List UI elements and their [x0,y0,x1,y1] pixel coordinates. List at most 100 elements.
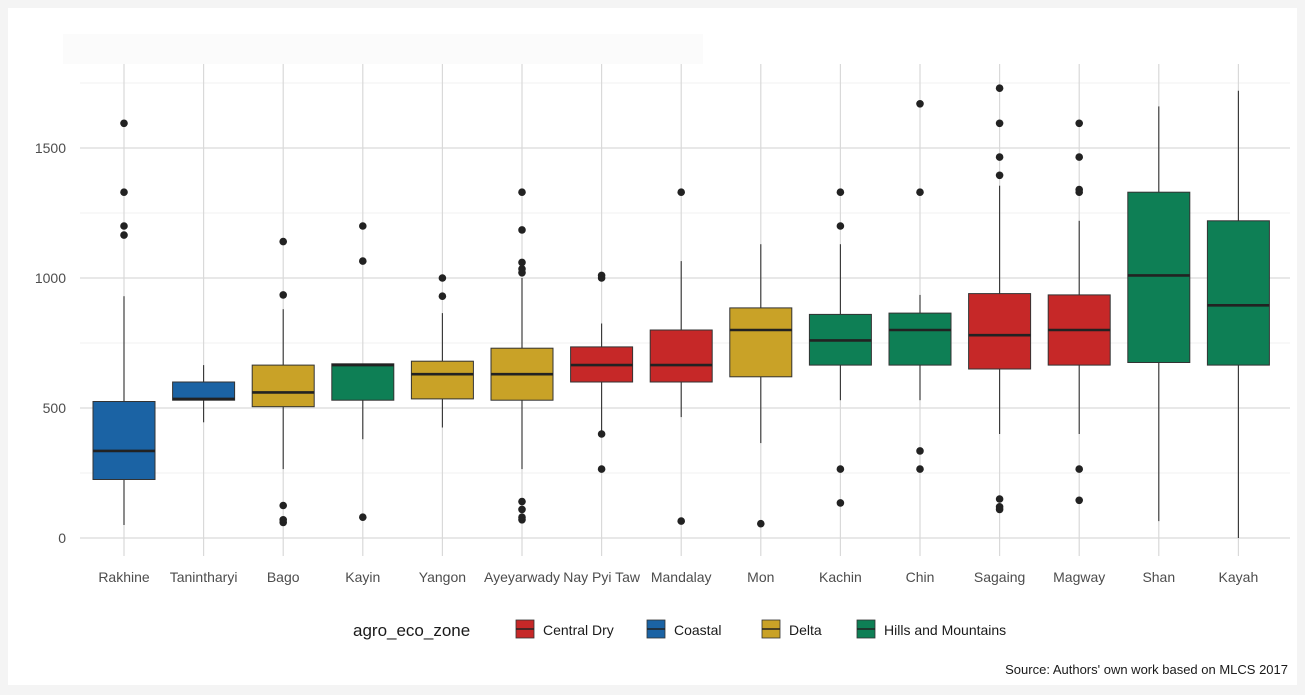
y-tick-label: 1500 [35,140,66,156]
box-shan [1127,106,1191,522]
chart-panel: 0 500 1000 1500 Rakhine Tanintharyi Bago Kayin… [8,8,1297,685]
outlier-point [120,188,128,196]
outlier-point [518,226,526,234]
x-tick-label: Chin [906,569,935,585]
outlier-point [518,258,526,267]
box-iqr [649,329,713,383]
box-mon [729,244,793,528]
legend-label: Central Dry [543,622,614,638]
box-iqr [410,360,474,400]
box-iqr [1127,191,1191,363]
legend-label: Hills and Mountains [884,622,1006,638]
x-tick-label: Tanintharyi [170,569,238,585]
boxes [92,84,1270,538]
box-iqr [172,381,236,401]
x-tick-label: Magway [1053,569,1105,585]
outlier-point [597,271,606,280]
x-tick-label: Yangon [419,569,466,585]
outlier-point [597,430,606,438]
outlier-point [518,497,526,506]
box-ayeyarwady [490,188,554,524]
box-yangon [410,274,474,428]
box-iqr [331,363,395,401]
x-tick-label: Shan [1142,569,1175,585]
outlier-point [836,222,845,230]
outlier-point [916,465,924,473]
x-tick-label: Bago [267,569,300,585]
outlier-point [120,222,128,230]
outlier-point [438,292,447,301]
outlier-point [279,516,288,524]
legend-label: Delta [789,622,822,638]
box-iqr [729,307,793,378]
box-iqr [968,293,1032,370]
outlier-point [995,84,1004,92]
box-sagaing [968,84,1032,514]
outlier-point [1075,185,1083,194]
outlier-point [518,188,526,196]
box-iqr [251,364,315,408]
outlier-point [916,447,924,455]
box-chin [888,100,952,473]
outlier-point [677,517,685,525]
outlier-point [995,119,1004,128]
outlier-point [359,257,367,265]
outlier-point [677,188,685,196]
outlier-point [836,499,845,507]
legend: agro_eco_zone Central Dry Coastal Delta Hil… [353,619,1006,640]
outlier-point [1075,153,1083,161]
outlier-point [120,231,128,239]
outlier-point [279,237,288,246]
outlier-point [120,119,128,128]
box-magway [1047,119,1111,505]
x-tick-label: Mandalay [651,569,712,585]
outlier-point [995,171,1004,180]
box-tanintharyi [172,365,236,423]
outlier-point [916,100,924,108]
box-rakhine [92,119,156,525]
boxplot-chart: 0 500 1000 1500 Rakhine Tanintharyi Bago Kayin… [35,64,1290,677]
box-kayah [1206,90,1270,538]
outlier-point [995,495,1004,503]
box-iqr [888,312,952,366]
outlier-point [1075,119,1083,128]
x-tick-label: Rakhine [98,569,150,585]
box-kachin [808,188,872,507]
outlier-point [518,265,526,273]
x-tick-label: Kachin [819,569,862,585]
box-mandalay [649,188,713,525]
x-tick-label: Kayin [345,569,380,585]
source-caption: Source: Authors' own work based on MLCS … [1005,662,1288,677]
x-tick-label: Ayeyarwady [484,569,560,585]
title-area [63,34,703,64]
outlier-point [518,513,526,521]
outlier-point [757,519,765,528]
outlier-point [279,501,288,510]
outlier-point [1075,465,1083,473]
outlier-point [1075,496,1083,505]
y-tick-label: 1000 [35,270,66,286]
outlier-point [995,503,1004,511]
y-tick-label: 0 [58,530,66,546]
legend-title: agro_eco_zone [353,621,470,640]
outlier-point [995,153,1004,161]
x-tick-label: Kayah [1219,569,1259,585]
x-tick-label: Mon [747,569,774,585]
outlier-point [359,513,367,521]
outlier-point [836,188,845,196]
outlier-point [518,505,526,514]
outlier-point [916,188,924,196]
outlier-point [438,274,447,282]
outlier-point [359,222,367,230]
outlier-point [597,465,606,473]
x-tick-label: Nay Pyi Taw [563,569,641,585]
x-tick-label: Sagaing [974,569,1025,585]
outlier-point [279,291,288,299]
y-tick-label: 500 [43,400,67,416]
x-axis: Rakhine Tanintharyi Bago Kayin Yangon Ayeyarw… [98,569,1258,585]
box-iqr [92,401,156,480]
box-nay-pyi-taw [570,271,634,473]
box-bago [251,237,315,527]
legend-label: Coastal [674,622,721,638]
